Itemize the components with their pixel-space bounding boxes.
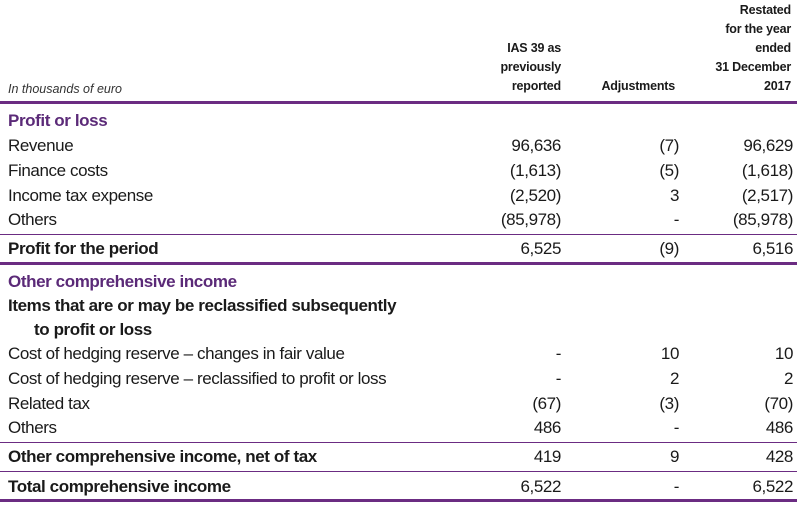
cell: - <box>555 344 562 363</box>
cell: 2 <box>669 369 679 388</box>
row-label: Cost of hedging reserve – reclassified t… <box>8 369 387 388</box>
header-line: 2017 <box>763 79 791 93</box>
cell: 6,525 <box>520 239 561 258</box>
header-line: 31 December <box>715 60 791 74</box>
total-row: Profit for the period 6,525 (9) 6,516 <box>0 236 797 261</box>
table-row: Others 486 - 486 <box>0 415 797 440</box>
cell: (1,613) <box>509 161 561 180</box>
cell: (7) <box>659 136 679 155</box>
section-divider <box>0 262 797 265</box>
column-header-restated: Restated for the year ended 31 December … <box>715 1 791 96</box>
cell: 10 <box>660 344 680 363</box>
row-divider <box>0 234 797 235</box>
table-row: Revenue 96,636 (7) 96,629 <box>0 133 797 158</box>
row-divider <box>0 471 797 472</box>
cell: 486 <box>533 418 562 437</box>
header-line: ended <box>755 41 791 55</box>
section-title: Profit or loss <box>8 111 108 130</box>
cell: (85,978) <box>500 210 562 229</box>
column-header-ias39: IAS 39 as previously reported <box>500 39 561 96</box>
row-label: Cost of hedging reserve – changes in fai… <box>8 344 345 363</box>
row-label: Other comprehensive income, net of tax <box>8 447 317 466</box>
subsection-heading: Items that are or may be reclassified su… <box>0 293 797 318</box>
cell: - <box>673 477 680 496</box>
cell: 428 <box>765 447 794 466</box>
row-label: Related tax <box>8 394 90 413</box>
cell: 2 <box>783 369 793 388</box>
table-row: Others (85,978) - (85,978) <box>0 207 797 232</box>
table-header: In thousands of euro IAS 39 as previousl… <box>0 0 797 102</box>
header-divider <box>0 101 797 104</box>
unit-label: In thousands of euro <box>8 82 122 96</box>
cell: (5) <box>659 161 679 180</box>
table-row: Finance costs (1,613) (5) (1,618) <box>0 158 797 183</box>
cell: 419 <box>533 447 562 466</box>
section-title: Other comprehensive income <box>8 272 237 291</box>
total-row: Other comprehensive income, net of tax 41… <box>0 444 797 469</box>
cell: 9 <box>669 447 679 466</box>
bottom-divider <box>0 499 797 502</box>
cell: (67) <box>532 394 561 413</box>
cell: 96,629 <box>743 136 793 155</box>
cell: 6,516 <box>752 239 793 258</box>
cell: 486 <box>765 418 794 437</box>
row-divider <box>0 442 797 443</box>
row-label: Revenue <box>8 136 74 155</box>
header-line: for the year <box>725 22 791 36</box>
section-heading: Profit or loss <box>0 108 797 133</box>
cell: (2,520) <box>509 186 561 205</box>
row-label: Others <box>8 210 57 229</box>
table-row: Income tax expense (2,520) 3 (2,517) <box>0 183 797 208</box>
subsection-heading: to profit or loss <box>0 317 797 342</box>
cell: (85,978) <box>732 210 794 229</box>
row-label: Others <box>8 418 57 437</box>
cell: (9) <box>659 239 679 258</box>
column-header-adjustments: Adjustments <box>601 77 675 96</box>
header-line: Adjustments <box>601 79 675 93</box>
header-line: previously <box>500 60 561 74</box>
cell: (3) <box>659 394 679 413</box>
row-label: Profit for the period <box>8 239 159 258</box>
cell: 6,522 <box>520 477 561 496</box>
header-line: IAS 39 as <box>507 41 561 55</box>
grand-total-row: Total comprehensive income 6,522 - 6,522 <box>0 474 797 499</box>
cell: - <box>555 369 562 388</box>
subsection-title: to profit or loss <box>34 320 152 339</box>
cell: - <box>673 210 680 229</box>
cell: 10 <box>774 344 794 363</box>
header-line: reported <box>511 79 561 93</box>
table-row: Cost of hedging reserve – reclassified t… <box>0 366 797 391</box>
cell: (70) <box>764 394 793 413</box>
cell: - <box>673 418 680 437</box>
table-row: Cost of hedging reserve – changes in fai… <box>0 341 797 366</box>
subsection-title: Items that are or may be reclassified su… <box>8 296 397 315</box>
section-heading: Other comprehensive income <box>0 269 797 294</box>
row-label: Income tax expense <box>8 186 153 205</box>
table-row: Related tax (67) (3) (70) <box>0 391 797 416</box>
cell: (2,517) <box>741 186 793 205</box>
row-label: Finance costs <box>8 161 108 180</box>
cell: 3 <box>669 186 679 205</box>
cell: 96,636 <box>511 136 561 155</box>
cell: (1,618) <box>741 161 793 180</box>
header-line: Restated <box>739 3 791 17</box>
cell: 6,522 <box>752 477 793 496</box>
row-label: Total comprehensive income <box>8 477 231 496</box>
